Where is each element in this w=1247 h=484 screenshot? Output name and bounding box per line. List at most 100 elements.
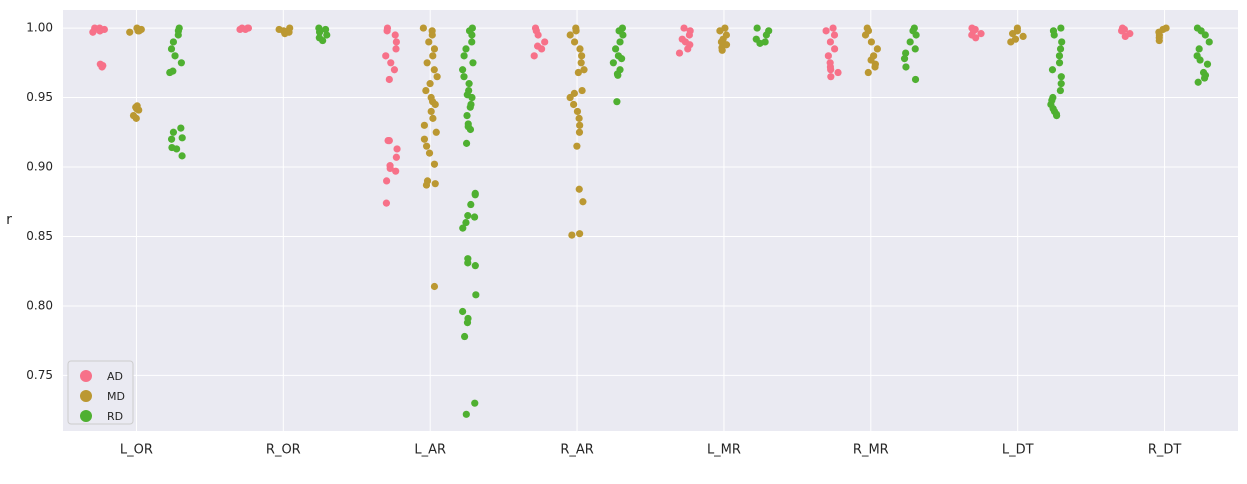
data-point-md-r_mr (867, 38, 876, 46)
data-point-rd-l_or (167, 45, 176, 53)
data-point-rd-r_ar (619, 31, 627, 39)
data-point-md-r_ar (572, 27, 580, 35)
legend-marker-ad (80, 370, 92, 382)
data-point-ad-l_or (89, 28, 97, 36)
y-tick-label: 1.00 (26, 21, 53, 35)
data-point-rd-l_or (167, 135, 176, 143)
data-point-md-r_mr (873, 45, 881, 53)
data-point-ad-l_ar (392, 167, 400, 175)
data-point-ad-l_or (96, 27, 104, 35)
data-point-rd-l_ar (471, 399, 479, 407)
x-tick-label: L_OR (120, 443, 153, 458)
data-point-md-l_mr (716, 27, 724, 35)
data-point-md-l_ar (431, 180, 439, 188)
data-point-rd-l_ar (459, 66, 467, 74)
data-point-md-l_ar (433, 73, 441, 81)
data-point-rd-l_ar (464, 212, 472, 220)
data-point-rd-l_ar (460, 73, 468, 81)
data-point-ad-l_ar (382, 52, 390, 60)
data-point-rd-l_mr (756, 39, 764, 47)
data-point-rd-r_ar (613, 98, 621, 106)
data-point-ad-l_ar (382, 199, 391, 207)
data-point-rd-l_ar (466, 103, 474, 111)
data-point-md-l_or (126, 28, 134, 36)
data-point-ad-l_ar (386, 164, 394, 172)
data-point-rd-r_dt (1196, 56, 1204, 64)
data-point-md-r_ar (579, 198, 587, 206)
data-point-md-l_ar (430, 160, 439, 168)
data-point-rd-r_dt (1203, 60, 1212, 68)
data-point-rd-l_dt (1050, 31, 1058, 39)
x-tick-label: L_MR (707, 443, 741, 458)
data-point-ad-r_mr (827, 66, 835, 74)
data-point-md-r_mr (864, 68, 872, 77)
data-point-md-l_ar (431, 100, 439, 109)
data-point-ad-l_ar (392, 38, 400, 46)
data-point-rd-r_mr (911, 45, 919, 53)
data-point-md-l_mr (718, 46, 726, 54)
data-point-rd-r_dt (1205, 38, 1213, 46)
data-point-ad-l_ar (385, 137, 393, 145)
data-point-ad-r_mr (831, 45, 839, 53)
data-point-md-l_ar (420, 135, 429, 143)
data-point-rd-r_dt (1201, 31, 1209, 39)
data-point-rd-l_ar (463, 319, 472, 327)
data-point-rd-l_ar (468, 93, 476, 102)
data-point-ad-l_mr (675, 49, 684, 57)
data-point-ad-l_mr (684, 45, 692, 53)
data-point-rd-l_ar (464, 259, 472, 267)
x-tick-label: R_AR (560, 443, 593, 458)
data-point-rd-l_ar (468, 31, 476, 39)
data-point-rd-l_dt (1056, 86, 1064, 95)
data-point-rd-l_mr (762, 31, 770, 39)
data-point-rd-r_ar (616, 38, 624, 46)
data-point-md-l_ar (429, 52, 437, 60)
data-point-rd-l_dt (1048, 66, 1057, 74)
x-tick-label: R_DT (1148, 443, 1182, 458)
data-point-rd-l_ar (462, 410, 470, 418)
data-point-md-l_or (135, 27, 143, 35)
data-point-rd-l_dt (1056, 45, 1065, 53)
data-point-ad-r_dt (1118, 27, 1126, 35)
data-point-rd-l_ar (470, 213, 479, 221)
data-point-md-l_ar (422, 142, 431, 150)
data-point-md-l_ar (430, 282, 439, 291)
data-point-md-l_ar (422, 181, 431, 189)
data-point-md-l_dt (1019, 32, 1027, 40)
data-point-ad-r_ar (534, 31, 542, 39)
data-point-ad-r_ar (530, 52, 538, 60)
data-point-rd-r_ar (617, 55, 626, 63)
data-point-md-l_ar (425, 149, 434, 157)
data-point-ad-r_or (241, 25, 250, 34)
data-point-rd-l_ar (459, 307, 467, 316)
data-point-rd-l_or (177, 59, 185, 67)
data-point-rd-r_or (315, 28, 324, 36)
data-point-rd-l_ar (459, 224, 467, 232)
data-point-md-r_ar (576, 121, 584, 129)
data-point-md-l_ar (427, 107, 435, 116)
y-tick-label: 0.90 (26, 160, 53, 174)
data-point-ad-l_dt (977, 30, 985, 38)
data-point-md-l_ar (426, 80, 434, 88)
x-tick-label: R_OR (266, 443, 301, 458)
legend-marker-rd (80, 410, 92, 422)
data-point-ad-l_ar (393, 145, 401, 153)
data-point-ad-r_dt (1121, 32, 1129, 40)
data-point-md-r_ar (573, 142, 581, 150)
data-point-rd-l_ar (462, 45, 470, 53)
y-axis-label: r (6, 212, 12, 228)
data-point-rd-r_mr (902, 63, 910, 71)
data-point-ad-l_ar (392, 45, 400, 53)
data-point-rd-l_ar (472, 291, 480, 299)
data-point-rd-l_ar (469, 59, 477, 67)
legend-marker-md (80, 390, 92, 402)
data-point-md-r_ar (570, 38, 579, 46)
data-point-ad-l_ar (392, 153, 400, 161)
data-points (89, 24, 1213, 418)
data-point-rd-r_mr (911, 75, 920, 84)
data-point-rd-l_or (178, 134, 186, 142)
data-point-ad-l_dt (972, 34, 980, 42)
data-point-ad-l_ar (387, 59, 395, 67)
